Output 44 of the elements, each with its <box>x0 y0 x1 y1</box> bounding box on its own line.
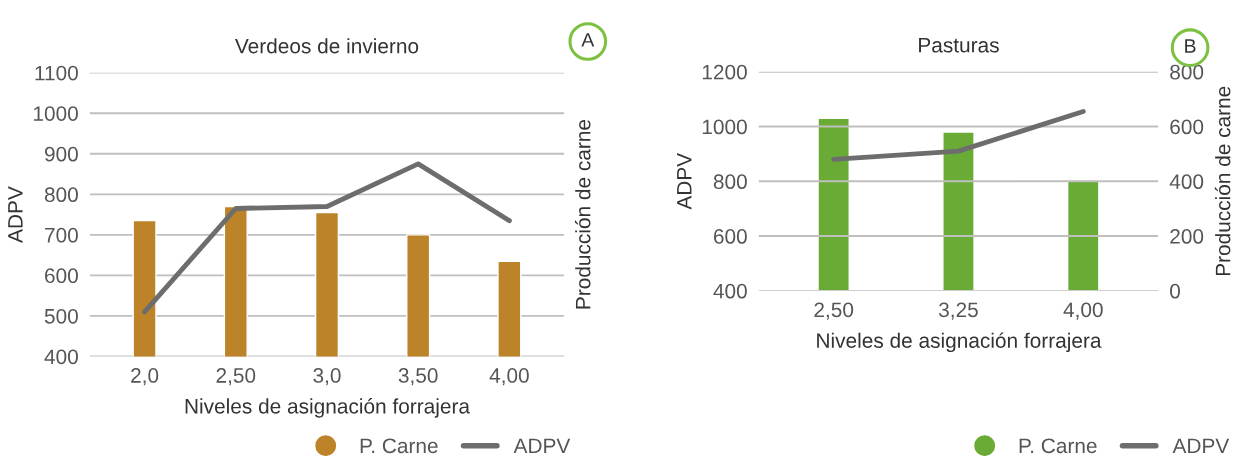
y-axis-title: ADPV <box>677 152 692 210</box>
y-tick-label: 800 <box>713 174 747 190</box>
legend-label: P. Carne <box>360 438 438 454</box>
y-tick-label: 700 <box>45 227 78 243</box>
y-tick-label: 900 <box>44 146 78 162</box>
x-tick-label: 4,00 <box>489 368 529 386</box>
x-tick-label: 4,00 <box>1063 302 1103 320</box>
chart-title: Pasturas <box>919 37 999 53</box>
y2-tick-label: 400 <box>1169 174 1204 190</box>
x-axis-title: Niveles de asignación forrajera <box>817 332 1102 353</box>
legend-label: ADPV <box>1172 438 1230 453</box>
text: B <box>1185 39 1196 53</box>
y-axis-title: ADPV <box>8 186 23 243</box>
y2-axis-title: Producción de carne <box>574 119 591 309</box>
x-tick-label: 2,50 <box>814 302 854 320</box>
y2-tick-label: 0 <box>1170 283 1181 299</box>
text: A <box>581 33 595 47</box>
y-tick-label: 1100 <box>35 65 78 81</box>
chart-title: Verdeos de invierno <box>235 38 419 54</box>
bar <box>1066 180 1100 291</box>
y-tick-label: 600 <box>713 229 747 244</box>
y-tick-label: 1000 <box>702 119 747 135</box>
y-tick-label: 500 <box>44 308 78 324</box>
x-tick-label: 2,0 <box>131 368 159 386</box>
y2-tick-label: 800 <box>1170 64 1204 80</box>
x-tick-label: 3,25 <box>938 302 978 320</box>
x-axis-title: Niveles de asignación forrajera <box>185 398 470 418</box>
y-tick-label: 1200 <box>702 64 747 80</box>
y-tick-label: 800 <box>44 187 78 203</box>
line-series <box>142 161 512 315</box>
y2-tick-label: 200 <box>1170 229 1204 244</box>
x-tick-label: 3,0 <box>313 368 341 386</box>
y2-axis-title: Producción de carne <box>1214 86 1231 276</box>
y-tick-label: 400 <box>44 349 78 365</box>
legend-label: ADPV <box>513 438 571 453</box>
y-tick-label: 600 <box>45 268 78 284</box>
legend-label: P. Carne <box>1019 438 1097 454</box>
x-tick-label: 2,50 <box>216 368 256 386</box>
y-tick-label: 1000 <box>33 106 78 121</box>
y-tick-label: 400 <box>713 283 747 299</box>
y2-tick-label: 600 <box>1170 119 1204 135</box>
bar <box>817 117 850 291</box>
x-tick-label: 3,50 <box>398 368 438 386</box>
bar <box>942 131 975 291</box>
